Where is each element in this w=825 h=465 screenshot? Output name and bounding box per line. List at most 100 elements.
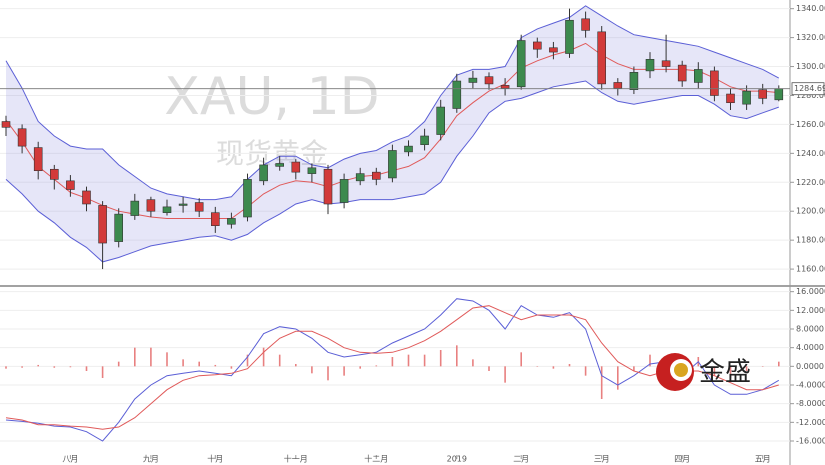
histogram-bar <box>117 361 120 367</box>
histogram-bar <box>214 364 217 367</box>
candle-body <box>178 203 188 206</box>
histogram-bar <box>633 366 635 371</box>
histogram-bar <box>472 359 474 367</box>
histogram-bar <box>198 361 200 367</box>
candle-body <box>613 82 623 89</box>
x-tick-label: 三月 <box>594 455 610 464</box>
histogram-bar <box>5 366 7 369</box>
candle-body <box>388 150 397 179</box>
x-tick-label: 十二月 <box>364 454 388 464</box>
histogram-bar <box>600 366 603 399</box>
candle-body <box>404 145 413 153</box>
y-tick-label: 1200.00 <box>796 207 825 216</box>
candle-body <box>774 88 784 101</box>
candle-body <box>291 161 301 173</box>
candle-body <box>742 90 751 105</box>
candle-body <box>98 205 107 244</box>
candle-body <box>1 121 11 128</box>
layers: 1340.00 1320.00 1300.00 1280.00 1260.00 1240.… <box>0 4 825 464</box>
x-tick-label: 五月 <box>755 455 771 464</box>
y-tick-label: -8.0000 <box>796 399 825 408</box>
candle-body <box>259 164 268 182</box>
candle-body <box>323 168 333 205</box>
watermark-symbol: XAU, 1D <box>164 67 379 127</box>
histogram-bar <box>327 366 329 381</box>
candle-body <box>130 200 140 216</box>
logo: 金盛 <box>656 353 751 391</box>
candle-body <box>468 77 478 83</box>
candle-body <box>645 59 655 72</box>
histogram-bar <box>343 366 345 376</box>
y-tick-label: 1240.00 <box>796 149 825 158</box>
histogram-bar <box>150 347 152 367</box>
histogram-bar <box>101 366 104 378</box>
candle-body <box>82 190 91 205</box>
candle-body <box>194 202 204 212</box>
x-tick-label: 九月 <box>143 455 159 464</box>
y-tick-label: 1340.00 <box>796 4 825 13</box>
y-tick-label: 1320.00 <box>796 33 825 42</box>
candle-body <box>484 76 494 85</box>
candle-body <box>581 18 590 31</box>
candle-body <box>532 41 542 50</box>
band-upper <box>5 5 780 201</box>
histogram-bar <box>778 361 780 367</box>
histogram-bar <box>37 364 39 367</box>
candle-body <box>661 60 671 67</box>
histogram-bar <box>375 365 378 367</box>
x-tick-label: 2019 <box>447 455 467 464</box>
logo-coin <box>674 363 688 377</box>
candle-body <box>420 135 429 145</box>
histogram-bar <box>649 354 651 367</box>
candle-body <box>66 180 75 190</box>
histogram-bar <box>359 366 361 369</box>
candle-body <box>307 167 317 174</box>
histogram-bar <box>166 352 168 367</box>
x-tick-label: 十月 <box>207 454 223 464</box>
histogram-bar <box>230 366 233 369</box>
histogram-bar <box>617 366 619 390</box>
candle-body <box>339 179 349 203</box>
y-tick-label: 16.0000 <box>796 287 825 296</box>
candle-body <box>500 85 510 89</box>
y-tick-label: 1180.00 <box>796 236 825 245</box>
histogram-bar <box>246 354 249 367</box>
candle-body <box>549 47 558 53</box>
histogram-bar <box>568 364 571 367</box>
candle-body <box>710 70 719 96</box>
histogram-bar <box>182 359 184 367</box>
candle-body <box>758 89 768 99</box>
candle-body <box>677 64 687 82</box>
histogram-bar <box>69 366 72 368</box>
candle-body <box>452 80 462 109</box>
band-lower <box>5 80 779 263</box>
candle-body <box>275 163 285 167</box>
band-fill <box>6 5 779 262</box>
histogram-bar <box>134 347 136 367</box>
histogram-bar <box>520 352 522 367</box>
y-tick-label: -12.0000 <box>796 418 825 427</box>
candle-body <box>227 218 236 225</box>
candle-body <box>114 213 123 242</box>
histogram-bar <box>423 354 426 367</box>
candle-body <box>371 171 381 180</box>
y-tick-label: 4.0000 <box>796 343 824 352</box>
histogram-bar <box>278 354 281 367</box>
candle-body <box>162 206 172 213</box>
y-tick-label: 1280.00 <box>796 91 825 100</box>
y-tick-label: -16.0000 <box>796 437 825 446</box>
x-tick-label: 四月 <box>674 455 690 464</box>
x-tick-label: 二月 <box>513 455 529 464</box>
histogram-bar <box>488 366 490 371</box>
last-price-box <box>791 82 825 96</box>
candle-body <box>49 168 59 180</box>
x-tick-label: 八月 <box>62 455 78 464</box>
candle-body <box>565 19 574 54</box>
histogram-bar <box>456 345 458 367</box>
histogram-bar <box>504 366 506 383</box>
candle-body <box>211 212 220 226</box>
histogram-bar <box>295 364 297 367</box>
candle-body <box>629 72 639 90</box>
